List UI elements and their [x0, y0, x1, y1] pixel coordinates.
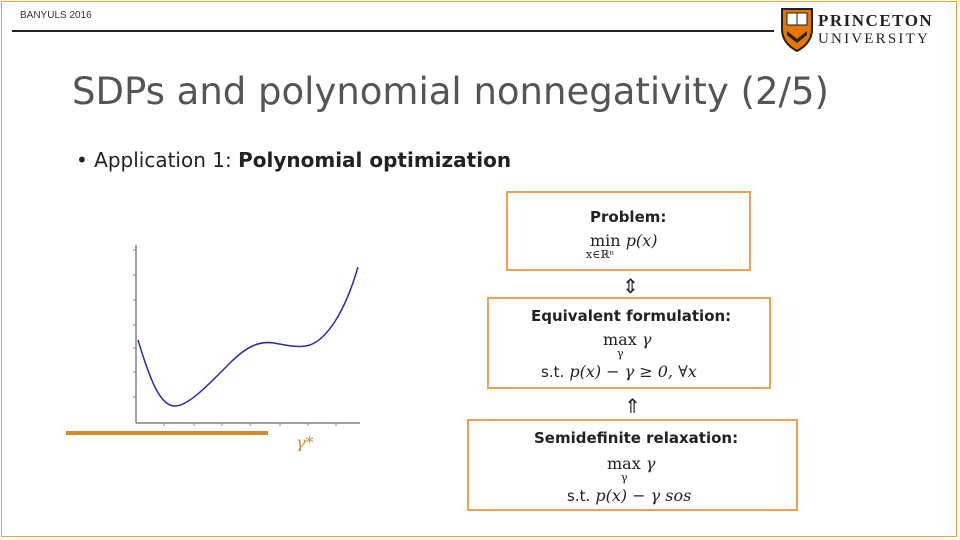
equivalent-constraint-row: s.t. p(x) − γ ≥ 0, ∀x [541, 362, 697, 381]
relaxation-title: Semidefinite relaxation: [534, 429, 739, 447]
relaxation-constraint-row: s.t. p(x) − γ sos [567, 486, 691, 505]
relaxation-st: s.t. [567, 487, 591, 505]
header-rule [12, 30, 774, 32]
relaxation-objective: max γ [607, 454, 655, 473]
problem-box: Problem: min p(x) x∈ℝⁿ [506, 191, 751, 271]
problem-subscript: x∈ℝⁿ [586, 248, 615, 261]
conference-label: BANYULS 2016 [20, 10, 92, 21]
plot-x-ticks [163, 423, 337, 426]
problem-op: min [590, 231, 621, 250]
equivalent-objective: max γ [603, 330, 651, 349]
relaxation-box: Semidefinite relaxation: max γ γ s.t. p(… [467, 419, 798, 511]
slide-title: SDPs and polynomial nonnegativity (2/5) [72, 70, 829, 113]
equivalent-op: max [603, 330, 637, 349]
polynomial-plot: γ* [66, 245, 360, 452]
bullet-prefix: Application 1: [94, 148, 239, 172]
equivalent-st: s.t. [541, 363, 565, 381]
relaxation-var: γ [645, 454, 656, 473]
equivalent-title: Equivalent formulation: [531, 307, 732, 325]
logo-line-1: PRINCETON [818, 11, 934, 30]
problem-objective: p(x) [625, 231, 658, 250]
equivalence-arrow: ⇕ [622, 274, 639, 298]
implication-arrow: ⇑ [624, 394, 641, 418]
problem-title: Problem: [590, 208, 667, 226]
plot-y-ticks [133, 249, 136, 398]
polynomial-curve [137, 266, 359, 407]
relaxation-op: max [607, 454, 641, 473]
equivalent-subscript: γ [617, 347, 624, 360]
bullet-emphasis: Polynomial optimization [238, 148, 512, 172]
equivalent-box: Equivalent formulation: max γ γ s.t. p(x… [487, 297, 771, 389]
equivalent-constraint: p(x) − γ ≥ 0, ∀x [569, 362, 697, 381]
bullet-item: • Application 1: Polynomial optimization [76, 148, 511, 172]
relaxation-constraint: p(x) − γ sos [595, 486, 692, 505]
logo-line-2: UNIVERSITY [818, 31, 930, 47]
problem-math: min p(x) [590, 231, 657, 250]
princeton-logo: PRINCETON UNIVERSITY [776, 5, 952, 55]
bullet-marker: • [76, 148, 88, 172]
gamma-star-label: γ* [296, 433, 314, 452]
equivalent-var: γ [641, 330, 652, 349]
shield-icon [781, 8, 813, 53]
relaxation-subscript: γ [621, 471, 628, 484]
